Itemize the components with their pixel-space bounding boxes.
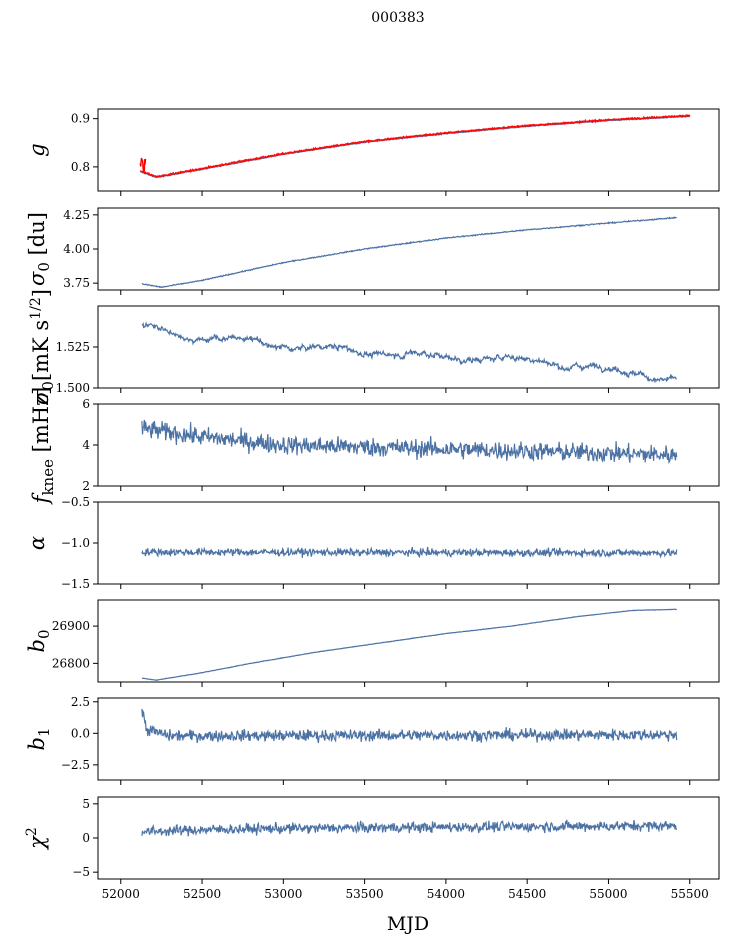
panels: 0.8 0.9 g 3.75 4.00 4.25 σ0 [du] 1.500 1.525σ0[m… xyxy=(24,108,720,901)
y-tick-label: −2.5 xyxy=(61,758,90,772)
x-tick-label: 52000 xyxy=(102,887,140,901)
y-axis-label: b1 xyxy=(25,728,53,751)
panel-5: −1.5 −1.0 −0.5 α xyxy=(25,495,720,591)
x-tick-label: 54500 xyxy=(508,887,546,901)
y-tick-label: 0.9 xyxy=(71,112,90,126)
panel-4: 2 4 6 fknee [mHz] xyxy=(29,387,720,506)
panel-2: 3.75 4.00 4.25 σ0 [du] xyxy=(25,207,720,295)
y-axis-label: σ0[mK s1/2] xyxy=(28,289,57,405)
axes-frame xyxy=(97,108,720,192)
figure-title: 000383 xyxy=(371,10,424,26)
axes-frame xyxy=(97,207,720,291)
y-axis-label: b0 xyxy=(25,630,53,653)
series-line xyxy=(141,321,677,384)
y-tick-label: 26900 xyxy=(52,619,90,633)
x-tick-label: 52500 xyxy=(183,887,221,901)
series-line xyxy=(141,546,678,559)
y-axis-label: g xyxy=(25,143,49,156)
y-tick-label: 26800 xyxy=(52,656,90,670)
series-line xyxy=(141,708,678,744)
panel-8: −5 0 5 52000 52500 53000 53500 54000 54500 55000 5… xyxy=(24,796,720,901)
x-axis-label: MJD xyxy=(387,913,429,935)
y-tick-label: 0 xyxy=(82,831,90,845)
model-line xyxy=(139,113,691,178)
series-line xyxy=(141,819,678,837)
x-tick-label: 53500 xyxy=(346,887,384,901)
y-tick-label: −5 xyxy=(72,865,90,879)
y-axis-label: fknee [mHz] xyxy=(29,387,57,506)
axes-frame xyxy=(97,796,720,880)
axes-frame xyxy=(97,501,720,585)
x-tick-label: 54000 xyxy=(427,887,465,901)
axes-frame xyxy=(97,305,720,389)
y-tick-label: 3.75 xyxy=(63,276,90,290)
x-tick-label: 53000 xyxy=(264,887,302,901)
panel-7: −2.5 0.0 2.5 b1 xyxy=(25,695,720,785)
y-tick-label: 0.8 xyxy=(71,160,90,174)
y-tick-label: 1.500 xyxy=(56,381,90,395)
y-tick-label: 2 xyxy=(82,479,90,493)
axes-frame xyxy=(97,599,720,683)
axes-frame xyxy=(97,403,720,487)
y-axis-label: α xyxy=(25,536,49,550)
model-spike xyxy=(139,157,147,172)
series-line xyxy=(140,115,691,179)
y-axis-label: σ0 [du] xyxy=(25,212,53,286)
y-tick-label: 0.0 xyxy=(71,726,90,740)
series-line xyxy=(141,608,677,681)
y-tick-label: 4 xyxy=(82,438,90,452)
y-tick-label: −1.0 xyxy=(61,536,90,550)
axes-frame xyxy=(97,697,720,781)
panel-1: 0.8 0.9 g xyxy=(25,108,720,196)
y-tick-label: 2.5 xyxy=(71,695,90,709)
y-tick-label: 6 xyxy=(82,397,90,411)
y-tick-label: 5 xyxy=(82,797,90,811)
y-tick-label: −1.5 xyxy=(61,577,90,591)
y-tick-label: 4.25 xyxy=(63,208,90,222)
y-tick-label: −0.5 xyxy=(61,495,90,509)
y-tick-label: 4.00 xyxy=(63,242,90,256)
x-tick-label: 55500 xyxy=(671,887,709,901)
x-tick-label: 55000 xyxy=(589,887,627,901)
y-axis-label: χ2 xyxy=(24,827,49,851)
series-line xyxy=(141,216,677,289)
y-tick-label: 1.525 xyxy=(56,340,90,354)
series-line xyxy=(141,419,678,465)
